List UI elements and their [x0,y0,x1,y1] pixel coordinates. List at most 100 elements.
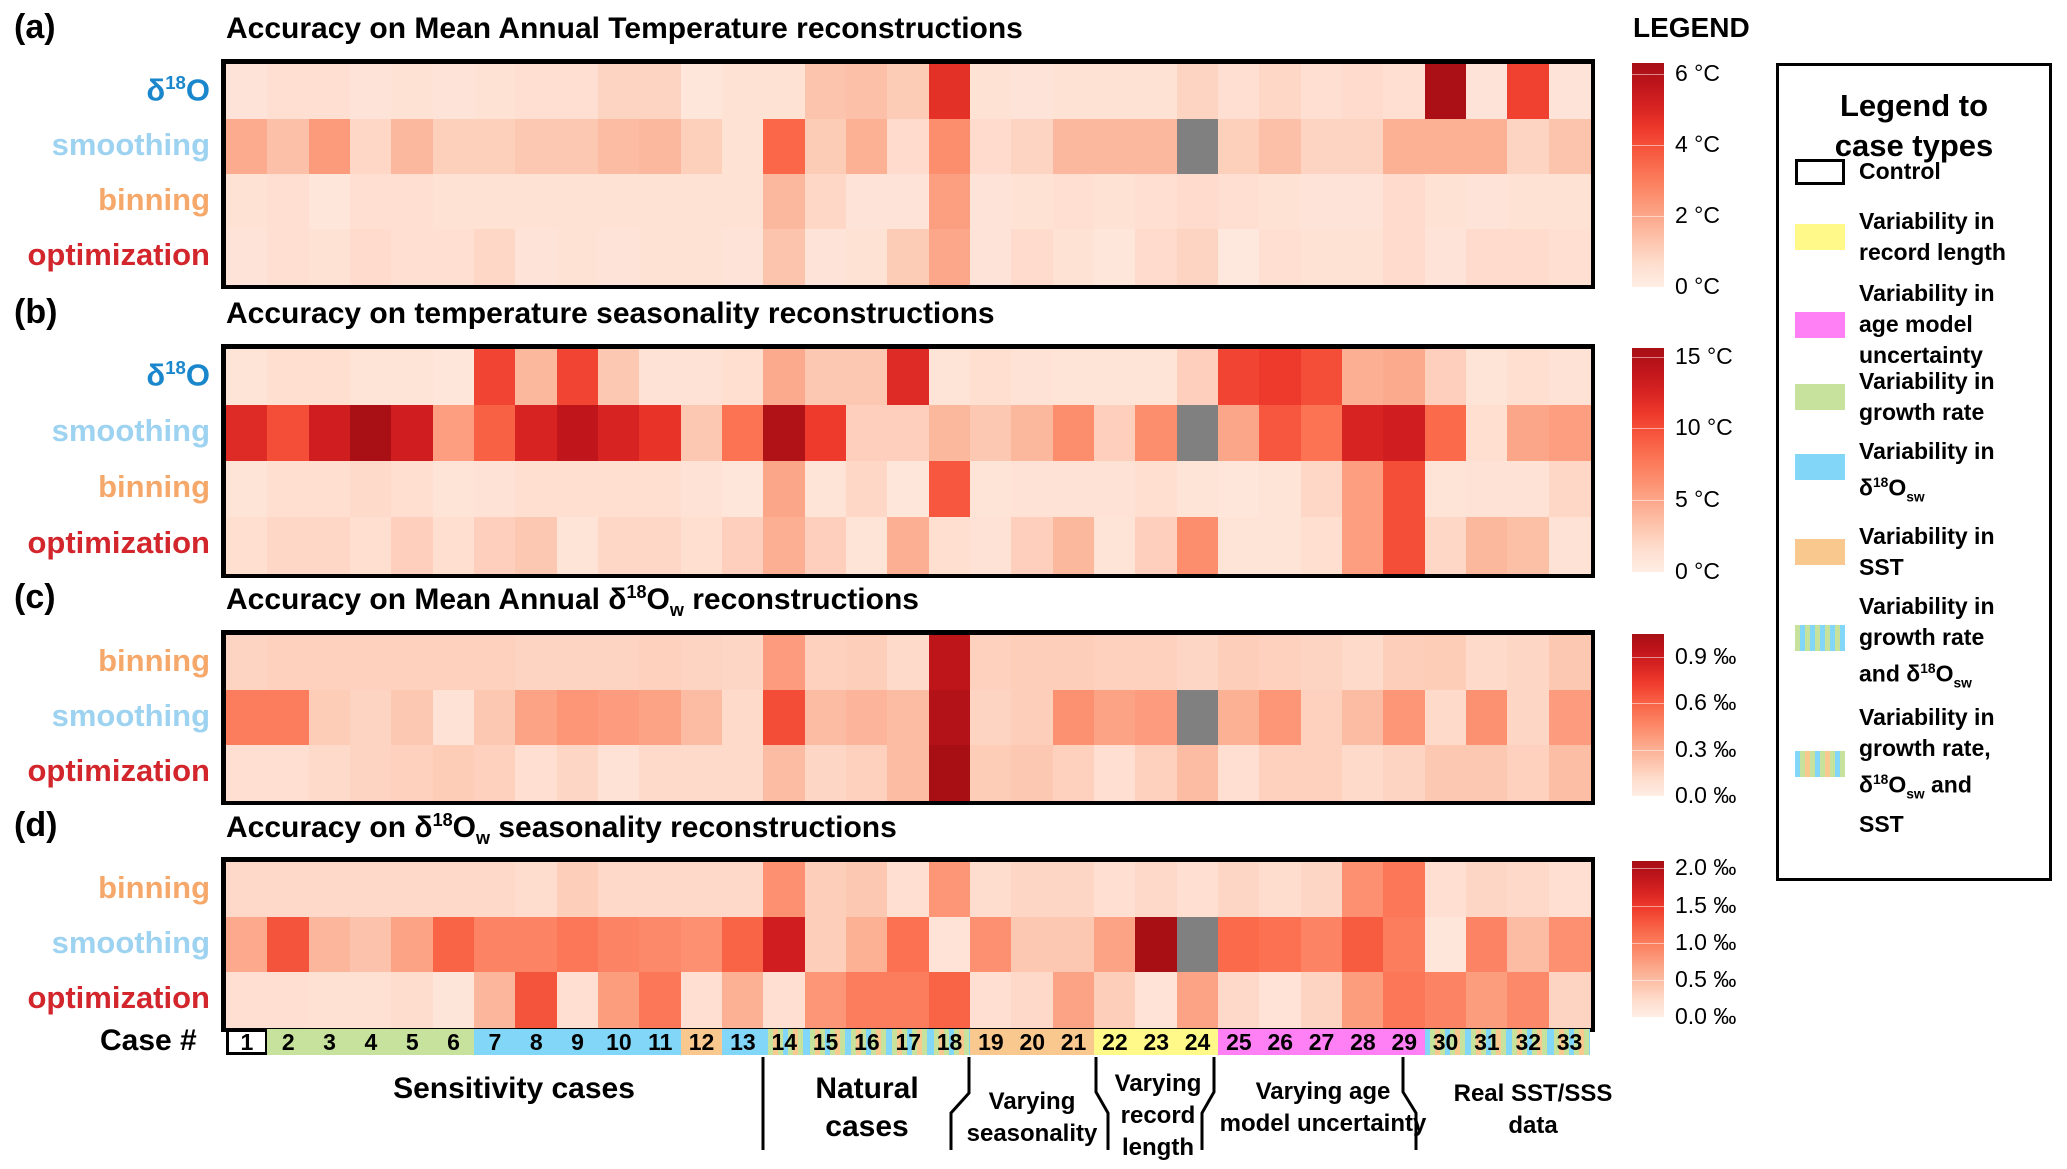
case-legend-swatch [1795,224,1845,250]
title-d-part3: O [452,811,476,844]
colorbar-tick [1632,942,1664,944]
heatmap-cell [928,517,971,574]
heatmap-cell [515,917,558,973]
heatmap-cell [1342,917,1384,973]
group-label-line: Sensitivity cases [393,1072,635,1105]
heatmap-cell [267,64,310,120]
colorbar-tick-label: 0 °C [1675,273,1720,299]
heatmap-cell [1507,635,1550,691]
heatmap-cell [722,635,764,691]
group-label: Varying record length [1008,1068,1308,1164]
heatmap-cell [391,229,434,285]
heatmap-frame-a [221,59,1595,289]
heatmap-cell [432,229,475,285]
heatmap-cell [391,174,434,230]
heatmap-cell [1383,229,1426,285]
heatmap-cell [639,64,682,120]
heatmap-cell [887,690,930,746]
case-number: 26 [1259,1029,1302,1055]
colorbar-tick-label: 1.0 ‰ [1675,928,1737,955]
heatmap-cell [556,461,599,518]
heatmap-cell [1052,862,1095,918]
case-number: 20 [1011,1029,1054,1055]
heatmap-cell [1466,64,1508,120]
case-number: 1 [226,1029,268,1055]
heatmap-cell [1383,917,1426,973]
group-label: Natural cases [717,1070,1017,1146]
case-legend-text: Variability in record length [1859,208,2006,265]
colorbar-tick [1632,428,1664,430]
heatmap-cell [226,745,268,801]
case-legend-text: Variability in δ18Osw [1859,438,1995,505]
heatmap-cell [515,862,558,918]
heatmap-cell [639,405,682,462]
heatmap-cell [350,862,392,918]
heatmap-cell [680,745,723,801]
heatmap-cell [391,972,434,1028]
heatmap-cell [226,64,268,120]
heatmap-cell [970,119,1012,175]
case-legend-item-d18Osw: Variability in δ18Osw [1789,436,2044,504]
heatmap-cell [970,690,1012,746]
heatmap-cell [639,862,682,918]
heatmap-cell [1383,635,1426,691]
heatmap-cell [1135,119,1178,175]
heatmap-cell [1135,917,1178,973]
heatmap-cell [432,972,475,1028]
heatmap-cell [763,349,806,406]
colorbar-tick-label: 2.0 ‰ [1675,854,1737,881]
heatmap-cell [680,461,723,518]
heatmap-cell [515,229,558,285]
heatmap-cell [846,917,888,973]
heatmap-cell [391,405,434,462]
heatmap-cell [1548,405,1591,462]
case-number: 33 [1548,1029,1591,1055]
heatmap-cell [308,972,351,1028]
case-legend-item-growth-d18Osw-sst: Variability in growth rate, δ18Osw and SST [1789,702,2044,837]
heatmap-cell [970,461,1012,518]
heatmap-cell [1218,690,1260,746]
heatmap-cell [1176,64,1219,120]
heatmap-cell [267,862,310,918]
heatmap-cell [722,690,764,746]
heatmap-cell [515,635,558,691]
group-label-line: Natural [815,1072,919,1105]
heatmap-cell [722,461,764,518]
heatmap-cell [1383,174,1426,230]
heatmap-cell [1011,461,1054,518]
heatmap-cell [391,917,434,973]
heatmap-cell [1383,405,1426,462]
heatmap-cell [804,405,847,462]
colorbar-d [1632,861,1664,1017]
heatmap-cell [1383,349,1426,406]
case-axis-label: Case # [100,1024,197,1057]
heatmap-cell [928,229,971,285]
group-label-line: Varying [1114,1070,1202,1097]
case-number: 12 [680,1029,723,1055]
heatmap-cell [928,461,971,518]
colorbar-tick-label: 4 °C [1675,130,1720,157]
heatmap-cell [350,690,392,746]
heatmap-cell [1466,972,1508,1028]
heatmap-cell [1218,517,1260,574]
heatmap-cell [639,517,682,574]
case-legend-swatch [1795,311,1845,338]
panel-letter-b: (b) [14,293,58,331]
heatmap-cell [1094,64,1136,120]
heatmap-cell [680,862,723,918]
heatmap-cell [1300,972,1343,1028]
heatmap-cell [1548,635,1591,691]
heatmap-cell [1011,517,1054,574]
heatmap-cell [928,119,971,175]
case-number: 18 [928,1029,971,1055]
heatmap-cell [763,229,806,285]
heatmap-cell [350,349,392,406]
colorbar-tick [1632,500,1664,502]
heatmap-cell [1135,690,1178,746]
heatmap-cell [556,405,599,462]
heatmap-cell [846,349,888,406]
heatmap-cell [308,862,351,918]
heatmap-cell [1052,461,1095,518]
heatmap-cell [474,119,516,175]
title-d-part5: seasonality reconstructions [490,811,897,844]
